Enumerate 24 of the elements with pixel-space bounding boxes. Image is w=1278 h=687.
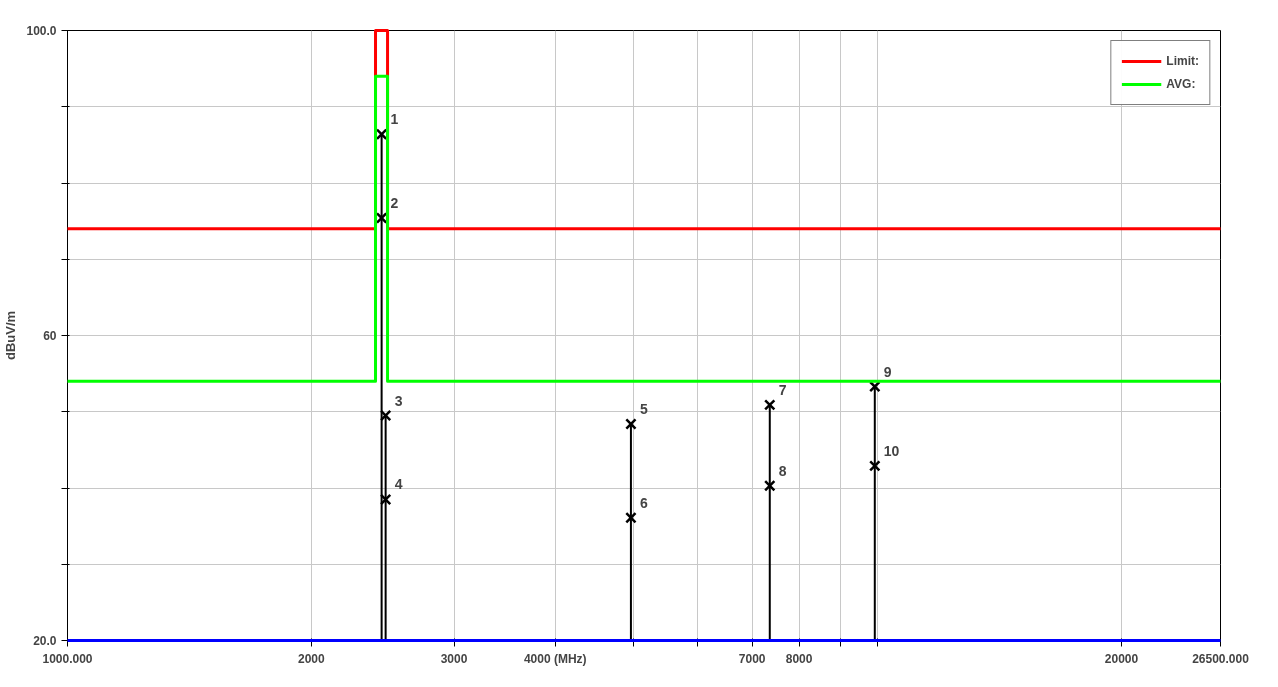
annotation: 7 bbox=[778, 381, 787, 398]
annotation: 5 bbox=[639, 400, 648, 417]
x-tick-label: 7000 bbox=[738, 651, 766, 666]
x-tick-label: 1000.000 bbox=[42, 651, 93, 666]
y-axis-title: dBuV/m bbox=[3, 310, 19, 361]
x-tick-label: 8000 bbox=[785, 651, 813, 666]
legend-label: AVG: bbox=[1166, 77, 1196, 91]
annotation: 1 bbox=[390, 111, 399, 128]
x-tick-label: 20000 bbox=[1104, 651, 1139, 666]
annotation: 4 bbox=[394, 476, 403, 493]
x-tick-label: 26500.000 bbox=[1192, 651, 1250, 666]
annotation: 10 bbox=[883, 442, 900, 459]
y-tick-label: 100.0 bbox=[26, 24, 57, 38]
y-tick-label: 20.0 bbox=[33, 634, 57, 648]
legend-label: Limit: bbox=[1166, 54, 1199, 68]
y-tick-label: 60 bbox=[43, 329, 57, 343]
annotation: 2 bbox=[390, 195, 399, 212]
annotation: 3 bbox=[394, 392, 403, 409]
x-tick-label: 4000 (MHz) bbox=[523, 651, 587, 666]
annotation: 9 bbox=[883, 363, 892, 380]
annotation: 6 bbox=[639, 494, 648, 511]
x-tick-label: 2000 bbox=[298, 651, 326, 666]
x-tick-label: 3000 bbox=[440, 651, 468, 666]
annotation: 8 bbox=[778, 462, 787, 479]
